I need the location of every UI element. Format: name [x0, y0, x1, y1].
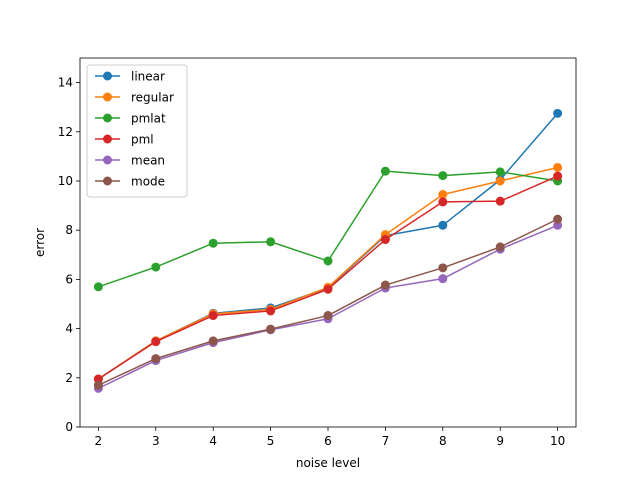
data-point-pmlat [495, 167, 505, 177]
x-tick-label: 5 [267, 434, 275, 448]
data-point-pml [323, 284, 333, 294]
data-point-pmlat [266, 237, 276, 247]
data-point-pmlat [323, 256, 333, 266]
data-point-pmlat [380, 166, 390, 176]
x-tick-label: 10 [550, 434, 565, 448]
data-point-mode [208, 336, 218, 346]
data-point-regular [495, 176, 505, 186]
data-point-pmlat [93, 282, 103, 292]
data-point-linear [553, 108, 563, 118]
data-point-mean [553, 220, 563, 230]
data-point-mode [380, 280, 390, 290]
x-tick-label: 9 [496, 434, 504, 448]
data-point-mean [438, 274, 448, 284]
legend-item-regular: regular [95, 91, 174, 105]
data-point-mode [151, 354, 161, 364]
y-tick-label: 0 [65, 420, 73, 434]
data-point-pml [495, 196, 505, 206]
legend-marker [103, 155, 112, 165]
series-pmlat [93, 166, 563, 292]
x-tick-label: 2 [95, 434, 103, 448]
y-tick-label: 12 [58, 125, 73, 139]
data-point-pml [93, 374, 103, 384]
legend: linear regular pmlat pml mean mode [86, 64, 188, 198]
legend-marker [103, 92, 112, 102]
series-pml [93, 171, 563, 384]
x-tick-label: 3 [152, 434, 160, 448]
x-tick-label: 7 [382, 434, 390, 448]
data-point-pml [380, 235, 390, 245]
x-tick-label: 8 [439, 434, 447, 448]
data-point-pml [266, 306, 276, 316]
y-axis-label: error [33, 228, 47, 257]
data-point-mode [93, 380, 103, 390]
legend-marker [103, 176, 112, 186]
x-axis: 2 3 4 5 6 7 8 9 10 [95, 427, 565, 448]
data-point-pml [151, 337, 161, 347]
data-point-regular [438, 190, 448, 200]
y-axis: 0 2 4 6 8 10 12 14 [58, 76, 80, 434]
legend-label: pmlat [131, 112, 166, 126]
legend-item-pmlat: pmlat [95, 112, 166, 126]
data-point-pml [208, 311, 218, 321]
legend-label: pml [131, 133, 154, 147]
legend-marker [103, 71, 112, 81]
legend-item-pml: pml [95, 133, 154, 147]
data-point-pml [553, 171, 563, 181]
legend-item-linear: linear [95, 70, 165, 84]
y-tick-label: 14 [58, 76, 73, 90]
data-point-regular [553, 162, 563, 172]
data-point-pmlat [438, 171, 448, 181]
legend-item-mode: mode [95, 175, 165, 189]
x-tick-label: 4 [209, 434, 217, 448]
legend-label: mean [131, 154, 165, 168]
x-axis-label: noise level [296, 456, 360, 470]
y-tick-label: 2 [65, 371, 73, 385]
legend-marker [103, 134, 112, 144]
legend-box [86, 64, 188, 198]
legend-label: mode [131, 175, 165, 189]
legend-marker [103, 113, 112, 123]
legend-label: regular [131, 91, 174, 105]
y-tick-label: 6 [65, 272, 73, 286]
data-point-linear [438, 220, 448, 230]
data-point-mode [438, 263, 448, 273]
data-point-mode [553, 214, 563, 224]
data-point-mode [323, 311, 333, 321]
data-point-mode [266, 324, 276, 334]
data-point-pmlat [151, 262, 161, 272]
y-tick-label: 4 [65, 322, 73, 336]
y-tick-label: 8 [65, 223, 73, 237]
data-point-pml [438, 197, 448, 207]
y-tick-label: 10 [58, 174, 73, 188]
series-mode [93, 214, 563, 390]
legend-item-mean: mean [95, 154, 165, 168]
data-point-mode [495, 242, 505, 252]
series-layer [93, 108, 563, 393]
data-point-pmlat [208, 238, 218, 248]
legend-label: linear [131, 70, 165, 84]
x-tick-label: 6 [324, 434, 332, 448]
